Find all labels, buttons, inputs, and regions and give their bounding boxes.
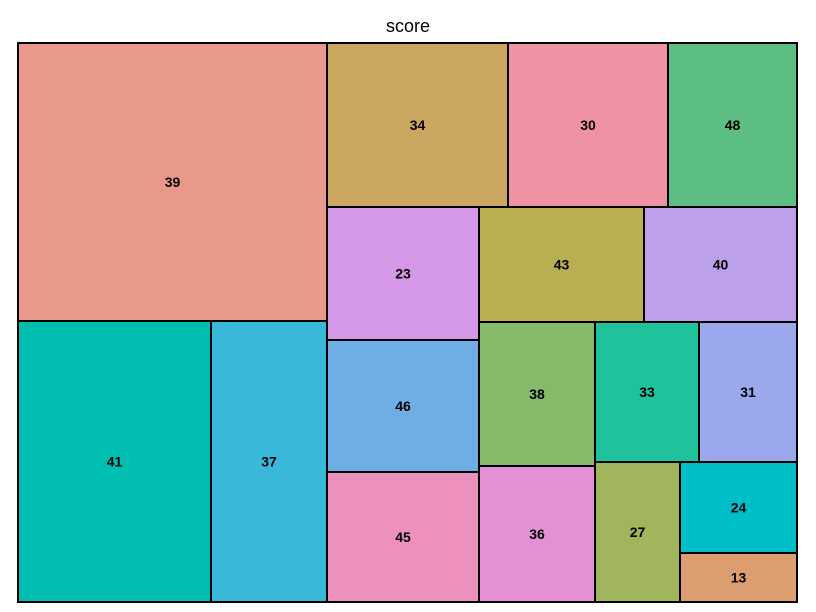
treemap-tile-label: 46 <box>395 398 411 414</box>
treemap-tile-label: 13 <box>731 570 747 586</box>
treemap-tile-31 <box>698 321 798 463</box>
treemap-tile-label: 36 <box>529 526 545 542</box>
treemap-tile-36 <box>478 465 596 603</box>
treemap-tile-24 <box>679 461 798 554</box>
treemap-tile-label: 33 <box>639 384 655 400</box>
treemap-tile-label: 40 <box>713 257 729 273</box>
treemap-tile-13 <box>679 552 798 603</box>
treemap-tile-label: 43 <box>554 257 570 273</box>
treemap-tile-label: 23 <box>395 266 411 282</box>
treemap-tile-label: 41 <box>107 454 123 470</box>
treemap-tile-38 <box>478 321 596 467</box>
treemap-tile-label: 34 <box>410 117 426 133</box>
treemap-tile-label: 30 <box>580 117 596 133</box>
treemap-tile-label: 39 <box>165 174 181 190</box>
treemap-tile-label: 31 <box>740 384 756 400</box>
treemap-tile-48 <box>667 42 798 208</box>
treemap-tile-label: 48 <box>725 117 741 133</box>
treemap-tile-41 <box>17 320 212 603</box>
treemap-tile-43 <box>478 206 645 323</box>
treemap-tile-45 <box>326 471 480 603</box>
treemap-tile-23 <box>326 206 480 341</box>
treemap-tile-label: 24 <box>731 500 747 516</box>
chart-title: score <box>385 16 430 36</box>
treemap-tile-40 <box>643 206 798 323</box>
treemap-tile-label: 27 <box>630 524 646 540</box>
treemap-tile-30 <box>507 42 669 208</box>
treemap-tile-label: 37 <box>261 454 277 470</box>
treemap-tile-label: 38 <box>529 386 545 402</box>
treemap-tile-label: 45 <box>395 529 411 545</box>
treemap-tile-33 <box>594 321 700 463</box>
